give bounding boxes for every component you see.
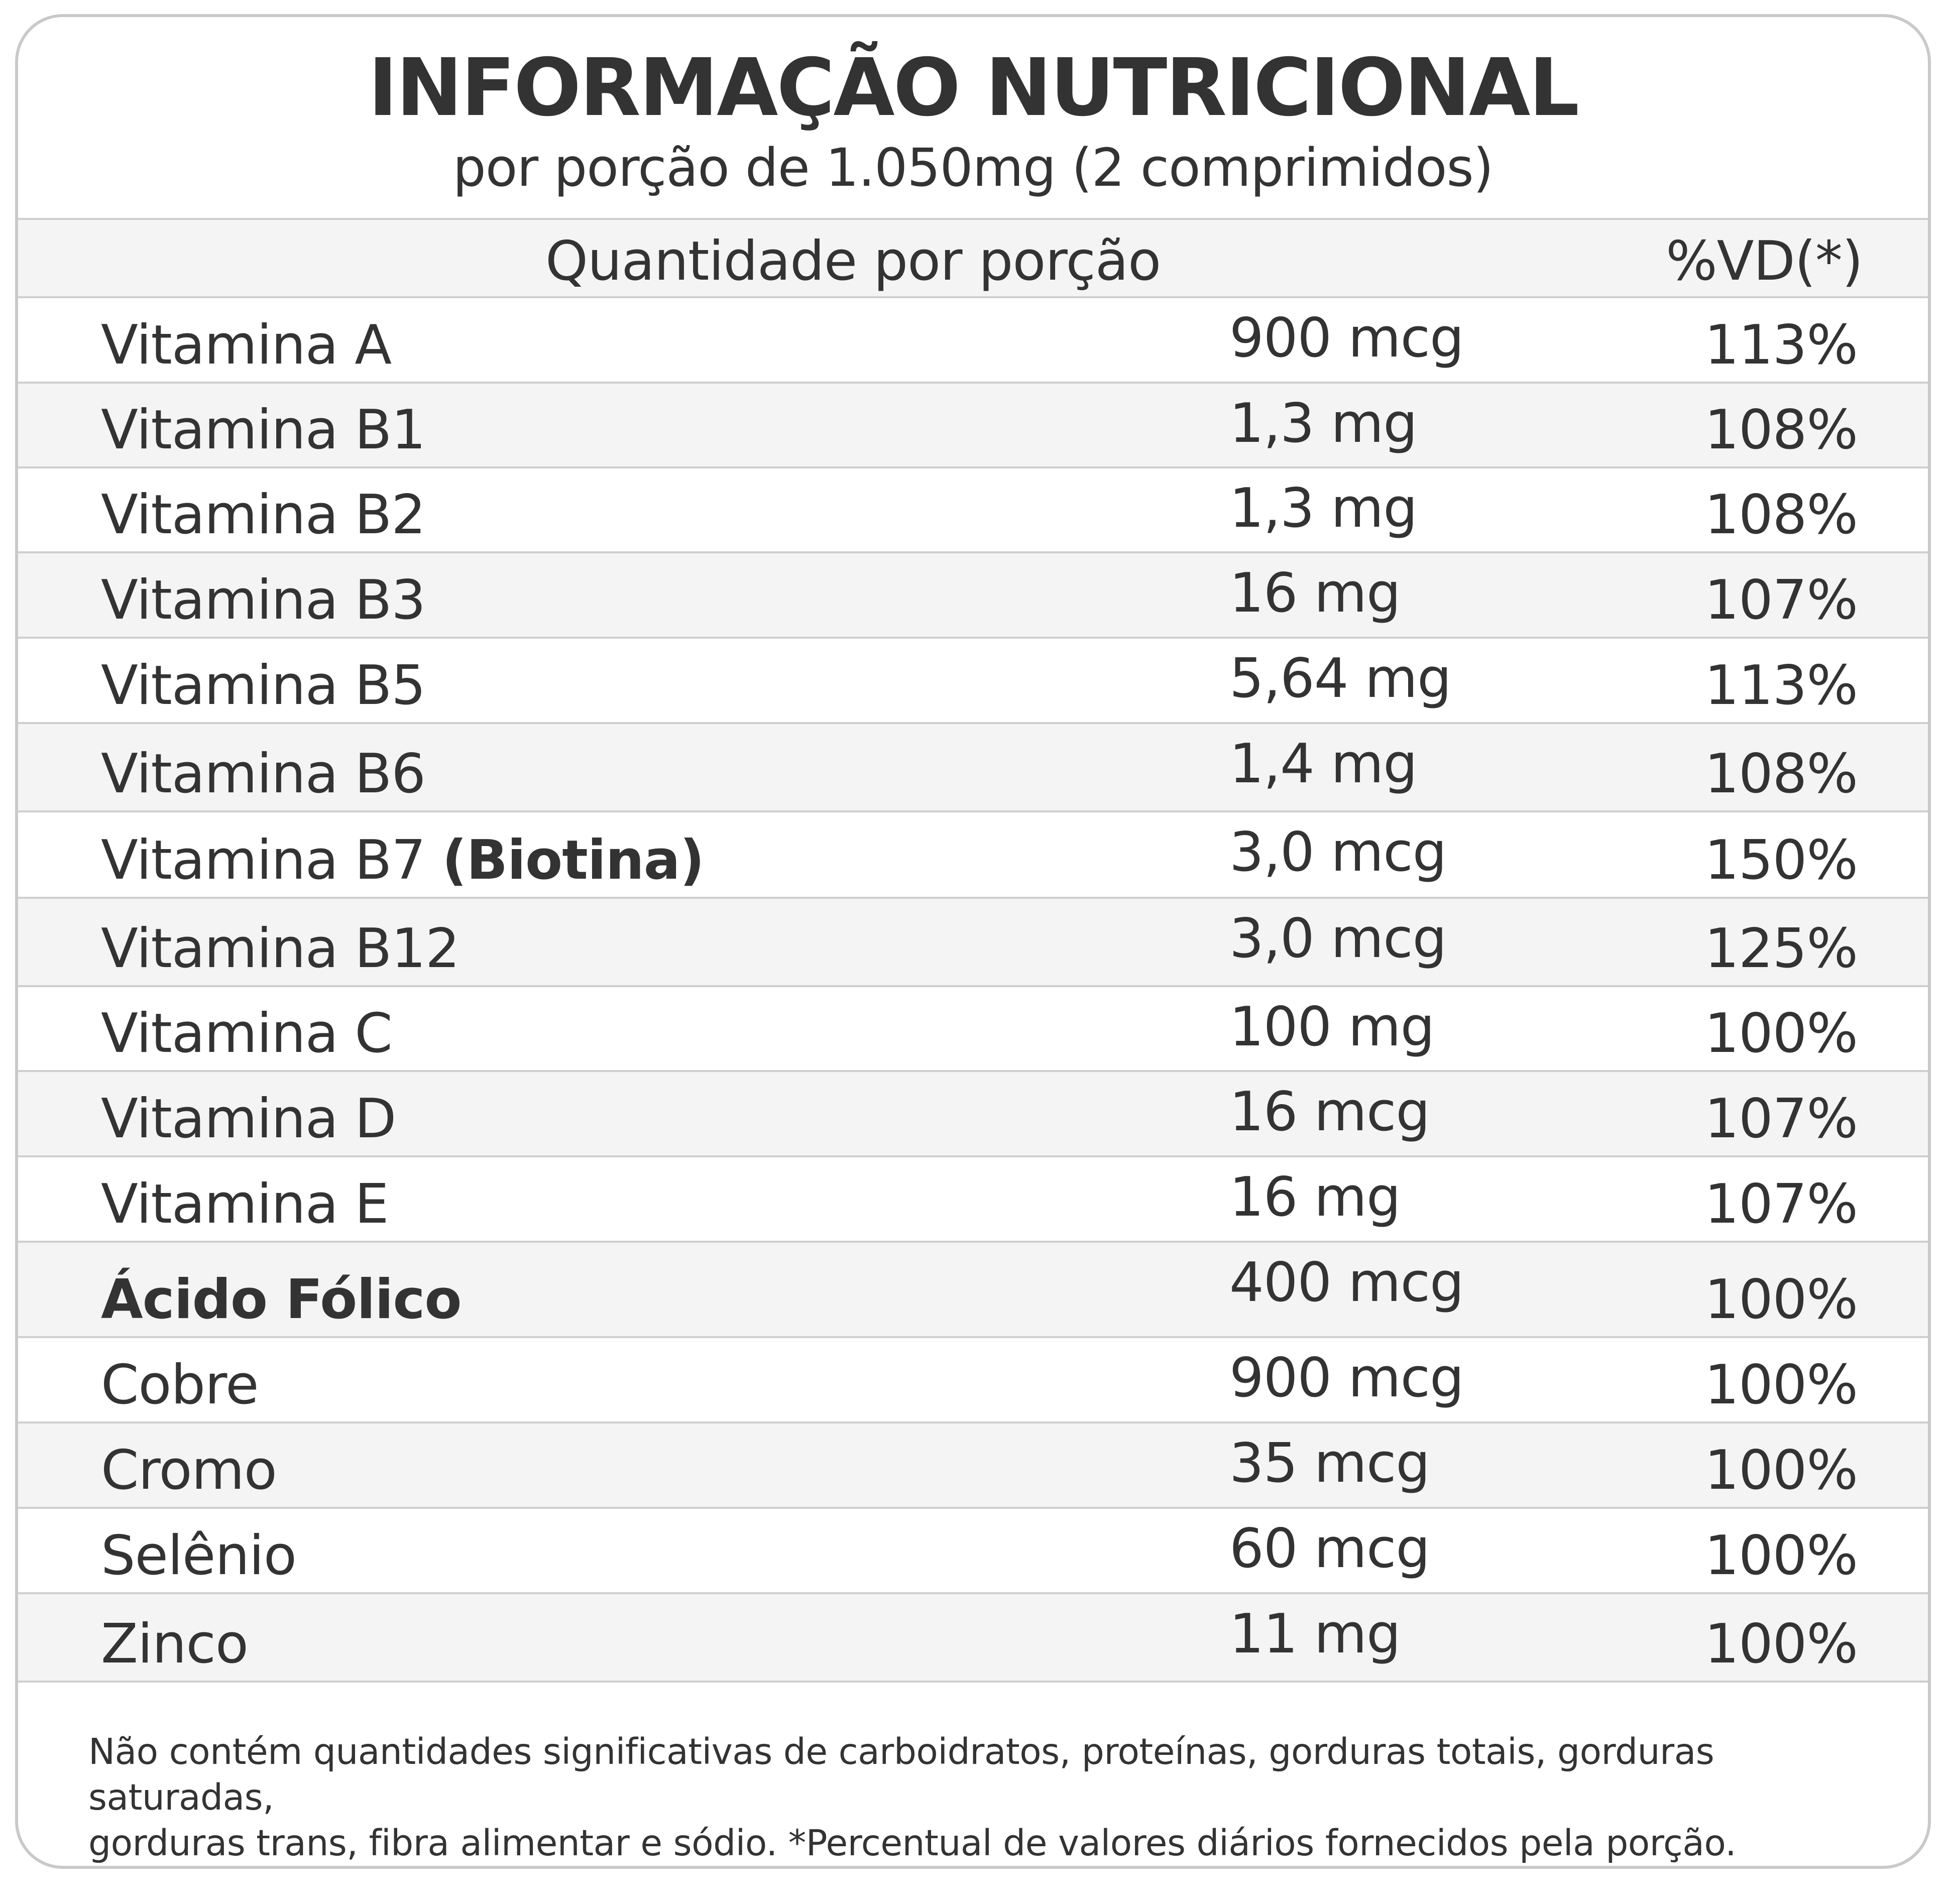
nutrient-daily-value: 107% (1704, 1088, 1858, 1150)
nutrient-name: Vitamina B7 (Biotina) (101, 834, 705, 888)
table-row: Selênio 60 mcg 100% (18, 1509, 1928, 1594)
nutrient-name-text: Vitamina E (101, 1173, 389, 1236)
nutrient-name-text: Vitamina B3 (101, 569, 426, 632)
nutrient-daily-value: 100% (1704, 1524, 1858, 1587)
nutrient-name: Selênio (101, 1529, 297, 1583)
nutrient-daily-value: 107% (1704, 1173, 1858, 1236)
nutrient-quantity: 3,0 mcg (1229, 907, 1447, 970)
nutrient-name: Vitamina B1 (101, 403, 426, 457)
nutrient-name-text: Vitamina B6 (101, 743, 426, 805)
nutrient-name: Vitamina B6 (101, 747, 426, 801)
table-row: Vitamina C 100 mg 100% (18, 987, 1928, 1072)
nutrient-name-text: Vitamina B2 (101, 484, 426, 546)
nutrient-daily-value: 113% (1704, 654, 1858, 717)
table-row: Vitamina D 16 mcg 107% (18, 1072, 1928, 1157)
quantity-header: Quantidade por porção (545, 230, 1161, 293)
nutrient-name: Ácido Fólico (101, 1273, 462, 1327)
nutrient-name-text: Vitamina C (101, 1002, 393, 1065)
nutrient-name-text: Zinco (101, 1613, 249, 1676)
nutrient-quantity: 16 mg (1229, 562, 1401, 625)
nutrient-name-text: Cobre (101, 1354, 259, 1416)
nutrient-quantity: 16 mcg (1229, 1081, 1430, 1143)
nutrient-daily-value: 108% (1704, 484, 1858, 546)
nutrient-quantity: 900 mcg (1229, 1347, 1464, 1409)
table-row: Vitamina E 16 mg 107% (18, 1157, 1928, 1243)
nutrient-name-bold: (Biotina) (442, 829, 705, 892)
nutrient-name-text: Vitamina B5 (101, 654, 426, 717)
nutrient-name-bold: Ácido Fólico (101, 1268, 462, 1331)
nutrient-daily-value: 100% (1704, 1613, 1858, 1676)
table-row: Vitamina B7 (Biotina) 3,0 mcg 150% (18, 812, 1928, 899)
nutrient-quantity: 1,3 mg (1229, 392, 1418, 455)
daily-value-header: %VD(*) (1666, 230, 1863, 293)
table-header: Quantidade por porção %VD(*) (18, 220, 1928, 298)
nutrition-table: Quantidade por porção %VD(*) Vitamina A 9… (18, 218, 1928, 1683)
table-row: Vitamina B6 1,4 mg 108% (18, 724, 1928, 812)
nutrient-quantity: 35 mcg (1229, 1432, 1430, 1495)
nutrient-daily-value: 125% (1704, 917, 1858, 980)
serving-size: por porção de 1.050mg (2 comprimidos) (452, 137, 1494, 198)
nutrient-daily-value: 108% (1704, 399, 1858, 461)
nutrient-daily-value: 150% (1704, 829, 1858, 892)
table-row: Vitamina B3 16 mg 107% (18, 553, 1928, 639)
table-row: Ácido Fólico 400 mcg 100% (18, 1243, 1928, 1338)
nutrient-quantity: 60 mcg (1229, 1517, 1430, 1580)
footnote-line: Não contém quantidades significativas de… (88, 1731, 1714, 1818)
nutrient-daily-value: 108% (1704, 743, 1858, 805)
nutrient-name: Vitamina A (101, 318, 392, 373)
nutrient-quantity: 3,0 mcg (1229, 821, 1447, 884)
nutrient-quantity: 100 mg (1229, 996, 1435, 1058)
nutrient-name-text: Vitamina A (101, 314, 392, 377)
table-row: Vitamina B5 5,64 mg 113% (18, 639, 1928, 724)
nutrient-name: Vitamina B2 (101, 488, 426, 542)
nutrient-daily-value: 113% (1704, 314, 1858, 377)
nutrient-name: Cobre (101, 1358, 259, 1412)
nutrient-quantity: 900 mcg (1229, 307, 1464, 370)
nutrient-name-text: Vitamina B12 (101, 917, 460, 980)
table-row: Vitamina B12 3,0 mcg 125% (18, 899, 1928, 987)
nutrient-daily-value: 100% (1704, 1268, 1858, 1331)
footnote-line: gorduras trans, fibra alimentar e sódio.… (88, 1822, 1737, 1864)
nutrient-name-text: Cromo (101, 1439, 277, 1502)
nutrient-name: Vitamina E (101, 1177, 389, 1232)
nutrient-name: Vitamina D (101, 1092, 396, 1146)
nutrient-name: Vitamina B5 (101, 659, 426, 713)
nutrient-quantity: 400 mcg (1229, 1251, 1464, 1314)
nutrient-quantity: 5,64 mg (1229, 647, 1452, 710)
table-row: Cromo 35 mcg 100% (18, 1423, 1928, 1509)
nutrient-daily-value: 100% (1704, 1439, 1858, 1502)
nutrient-name-text: Vitamina B7 (101, 829, 442, 892)
panel-title: INFORMAÇÃO NUTRICIONAL (368, 42, 1579, 134)
nutrient-quantity: 1,3 mg (1229, 477, 1418, 540)
footnote: Não contém quantidades significativas de… (88, 1729, 1858, 1866)
nutrient-quantity: 16 mg (1229, 1166, 1401, 1229)
nutrient-daily-value: 100% (1704, 1002, 1858, 1065)
table-row: Vitamina A 900 mcg 113% (18, 298, 1928, 384)
table-body: Vitamina A 900 mcg 113% Vitamina B1 1,3 mg 10… (18, 298, 1928, 1683)
nutrient-name: Vitamina B12 (101, 922, 460, 976)
table-row: Vitamina B2 1,3 mg 108% (18, 468, 1928, 553)
nutrient-name: Vitamina B3 (101, 573, 426, 628)
nutrient-daily-value: 107% (1704, 569, 1858, 632)
table-row: Cobre 900 mcg 100% (18, 1338, 1928, 1423)
table-row: Zinco 11 mg 100% (18, 1594, 1928, 1683)
nutrient-name: Vitamina C (101, 1007, 393, 1061)
table-row: Vitamina B1 1,3 mg 108% (18, 384, 1928, 468)
nutrient-name: Cromo (101, 1444, 277, 1498)
nutrient-name-text: Selênio (101, 1524, 297, 1587)
nutrition-facts-panel: INFORMAÇÃO NUTRICIONAL por porção de 1.0… (15, 14, 1931, 1869)
nutrient-name: Zinco (101, 1617, 249, 1672)
nutrient-name-text: Vitamina D (101, 1088, 396, 1150)
nutrient-quantity: 11 mg (1229, 1603, 1401, 1665)
nutrient-name-text: Vitamina B1 (101, 399, 426, 461)
nutrient-quantity: 1,4 mg (1229, 733, 1418, 795)
nutrient-daily-value: 100% (1704, 1354, 1858, 1416)
